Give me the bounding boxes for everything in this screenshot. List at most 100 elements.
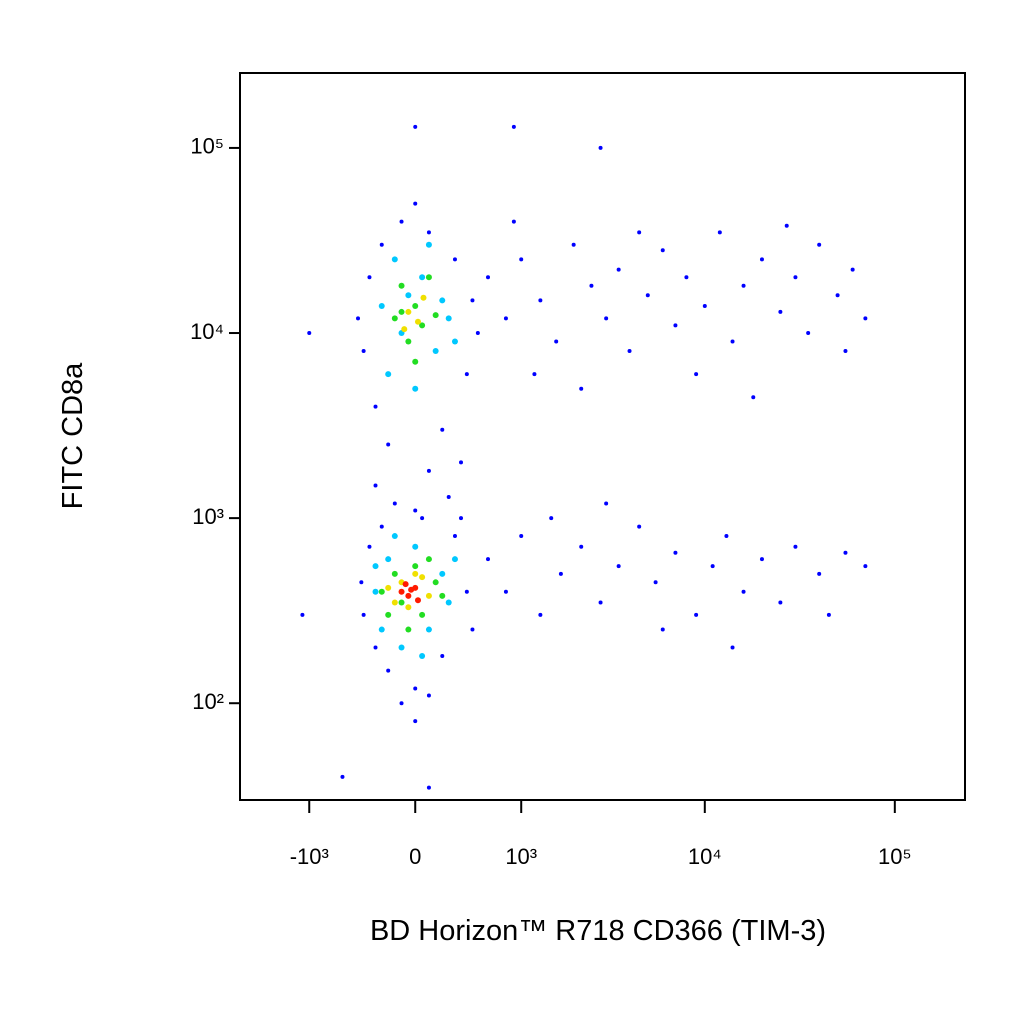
point — [425, 592, 432, 599]
point — [616, 564, 621, 569]
point — [730, 645, 735, 650]
point — [660, 248, 665, 253]
point — [452, 257, 457, 262]
point — [412, 302, 419, 309]
point — [741, 589, 746, 594]
point — [503, 316, 508, 321]
point — [759, 557, 764, 562]
point — [452, 534, 457, 539]
point — [616, 267, 621, 272]
point — [579, 544, 584, 549]
point — [710, 564, 715, 569]
point — [412, 385, 419, 392]
point — [373, 483, 378, 488]
point — [425, 274, 432, 281]
point — [413, 201, 418, 206]
point — [778, 600, 783, 605]
point — [806, 331, 811, 336]
point — [425, 241, 432, 248]
point — [408, 586, 415, 593]
point — [470, 298, 475, 303]
point — [485, 557, 490, 562]
point — [412, 563, 419, 570]
point — [420, 294, 427, 301]
point — [385, 584, 392, 591]
x-tick-label: 0 — [409, 844, 421, 869]
point — [817, 571, 822, 576]
point — [405, 604, 412, 611]
point — [426, 468, 431, 473]
point — [604, 316, 609, 321]
point — [464, 589, 469, 594]
point — [419, 322, 426, 329]
point — [432, 312, 439, 319]
y-tick-label: 10⁴ — [190, 319, 224, 344]
point — [300, 612, 305, 617]
point — [419, 574, 426, 581]
point — [863, 564, 868, 569]
point — [784, 223, 789, 228]
point — [379, 242, 384, 247]
point — [817, 242, 822, 247]
point — [538, 612, 543, 617]
point — [385, 371, 392, 378]
point — [843, 348, 848, 353]
point — [660, 627, 665, 632]
point — [413, 508, 418, 513]
point — [401, 326, 408, 333]
point — [405, 338, 412, 345]
y-tick-label: 10² — [192, 689, 224, 714]
point — [426, 693, 431, 698]
point — [759, 257, 764, 262]
point — [398, 644, 405, 651]
point — [392, 501, 397, 506]
point — [702, 303, 707, 308]
point — [379, 524, 384, 529]
point — [405, 292, 412, 299]
point — [378, 626, 385, 633]
point — [425, 556, 432, 563]
point — [645, 293, 650, 298]
point — [372, 588, 379, 595]
point — [398, 599, 405, 606]
point — [432, 579, 439, 586]
point — [653, 580, 658, 585]
point — [367, 275, 372, 280]
y-axis-title: FITC CD8a — [57, 362, 89, 510]
point — [439, 297, 446, 304]
point — [673, 323, 678, 328]
point — [637, 524, 642, 529]
point — [373, 404, 378, 409]
point — [850, 267, 855, 272]
point — [511, 219, 516, 224]
point — [485, 275, 490, 280]
point — [413, 719, 418, 724]
point — [694, 612, 699, 617]
point — [398, 588, 405, 595]
point — [391, 533, 398, 540]
point — [519, 257, 524, 262]
point — [413, 124, 418, 129]
point — [793, 275, 798, 280]
point — [549, 516, 554, 521]
point — [359, 580, 364, 585]
point — [420, 516, 425, 521]
point — [405, 626, 412, 633]
x-tick-label: 10⁴ — [688, 844, 722, 869]
point — [532, 372, 537, 377]
y-tick-label: 10⁵ — [190, 134, 224, 159]
point — [361, 348, 366, 353]
point — [391, 256, 398, 263]
x-tick-label: 10³ — [505, 844, 537, 869]
point — [419, 274, 426, 281]
point — [414, 318, 421, 325]
point — [464, 372, 469, 377]
point — [604, 501, 609, 506]
point — [386, 442, 391, 447]
point — [412, 358, 419, 365]
point — [398, 308, 405, 315]
point — [386, 668, 391, 673]
point — [445, 599, 452, 606]
point — [778, 309, 783, 314]
